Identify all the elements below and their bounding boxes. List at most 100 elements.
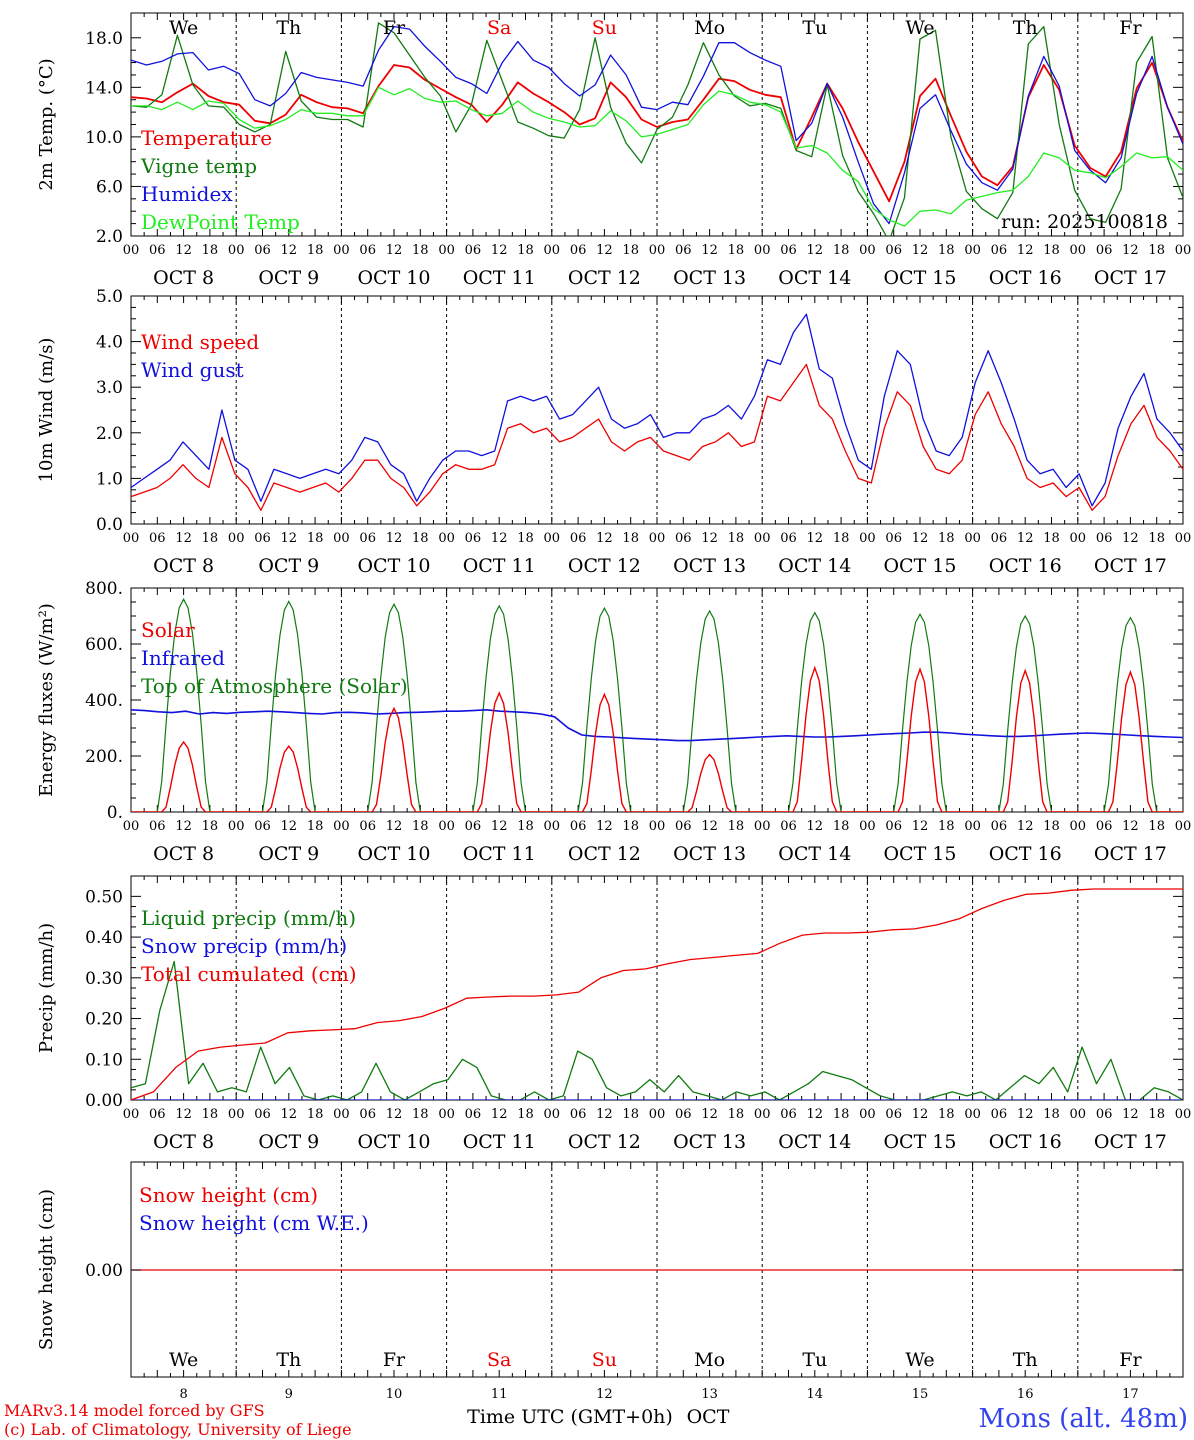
ytick-label: 2.0 — [96, 227, 123, 247]
weekday-label: Su — [592, 1349, 617, 1371]
hour-label: 00 — [123, 819, 140, 834]
weekday-label: Sa — [487, 1349, 511, 1371]
date-label: OCT 11 — [463, 1131, 536, 1153]
date-label: OCT 13 — [673, 843, 746, 865]
hour-label: 00 — [1175, 531, 1192, 546]
hour-label: 06 — [675, 243, 692, 258]
date-label: OCT 10 — [357, 555, 430, 577]
date-label: OCT 10 — [357, 1131, 430, 1153]
panel-temp: 2.0 6.0 10.0 14.0 18.0 2m Temp. (°C) Temperatu… — [36, 12, 1192, 289]
hour-label: 06 — [780, 1107, 797, 1122]
hour-label: 06 — [885, 1107, 902, 1122]
date-label: OCT 17 — [1094, 1131, 1167, 1153]
hour-label: 00 — [123, 531, 140, 546]
date-label: OCT 14 — [778, 1131, 851, 1153]
hour-label: 18 — [307, 531, 324, 546]
hour-label: 18 — [1043, 819, 1060, 834]
hour-label: 18 — [1148, 531, 1165, 546]
hour-label: 12 — [596, 531, 613, 546]
legend-entry: Vigne temp — [140, 154, 257, 178]
legend-entry: Snow height (cm W.E.) — [139, 1211, 369, 1235]
hour-label: 00 — [964, 531, 981, 546]
hour-label: 12 — [1122, 243, 1139, 258]
hour-label: 06 — [359, 1107, 376, 1122]
hour-label: 00 — [859, 819, 876, 834]
date-label: OCT 12 — [568, 555, 641, 577]
hour-label: 06 — [359, 531, 376, 546]
hour-label: 06 — [570, 1107, 587, 1122]
y-axis-label: Snow height (cm) — [36, 1189, 57, 1350]
hour-label: 00 — [1175, 819, 1192, 834]
ytick-label: 0.20 — [85, 1010, 123, 1030]
weekday-label: Fr — [383, 17, 406, 39]
hour-label: 12 — [175, 1107, 192, 1122]
hour-label: 12 — [281, 819, 298, 834]
weekday-label: Sa — [487, 17, 511, 39]
hour-label: 12 — [807, 819, 824, 834]
hour-label: 06 — [359, 819, 376, 834]
hour-label: 00 — [754, 531, 771, 546]
date-label: OCT 13 — [673, 267, 746, 289]
series-vigne-temp — [131, 22, 1183, 236]
hour-label: 00 — [228, 243, 245, 258]
legend-entry: Solar — [141, 618, 195, 642]
ytick-label: 0.40 — [85, 928, 123, 948]
weekday-label: Fr — [1119, 17, 1142, 39]
hour-label: 12 — [491, 819, 508, 834]
ytick-label: 4.0 — [96, 333, 123, 353]
hour-label: 06 — [254, 531, 271, 546]
hour-label: 18 — [307, 243, 324, 258]
hour-label: 12 — [912, 243, 929, 258]
hour-label: 12 — [491, 1107, 508, 1122]
weekday-label: Th — [1013, 1349, 1038, 1371]
plot-area — [131, 597, 1183, 812]
hour-label: 06 — [465, 1107, 482, 1122]
weekday-label: Th — [1013, 17, 1038, 39]
hour-label: 12 — [912, 819, 929, 834]
weekday-label: Mo — [694, 17, 725, 39]
date-label: OCT 15 — [883, 267, 956, 289]
run-label: run: 2025100818 — [1001, 211, 1168, 233]
date-label: OCT 16 — [989, 843, 1062, 865]
hour-label: 18 — [517, 243, 534, 258]
hour-label: 06 — [885, 819, 902, 834]
hour-label: 18 — [412, 531, 429, 546]
hour-label: 00 — [1175, 243, 1192, 258]
hour-label: 18 — [202, 243, 219, 258]
series-liquid-precip-mm-h- — [131, 960, 1183, 1100]
hour-label: 00 — [438, 243, 455, 258]
date-label: OCT 12 — [568, 1131, 641, 1153]
date-label: OCT 14 — [778, 555, 851, 577]
hour-label: 12 — [491, 243, 508, 258]
y-axis-label: Precip (mm/h) — [36, 923, 57, 1053]
ytick-label: 200. — [85, 747, 123, 767]
date-label: OCT 16 — [989, 555, 1062, 577]
hour-label: 12 — [596, 1107, 613, 1122]
hour-label: 12 — [175, 819, 192, 834]
weekday-label: Mo — [694, 1349, 725, 1371]
hour-label: 12 — [386, 1107, 403, 1122]
hour-label: 12 — [807, 531, 824, 546]
date-label: OCT 15 — [883, 843, 956, 865]
ytick-label: 2.0 — [96, 424, 123, 444]
day-number-label: 13 — [701, 1387, 718, 1402]
series-total-cumulated-cm- — [131, 888, 1183, 1100]
series-solar — [131, 665, 1183, 812]
weekday-label: We — [905, 17, 934, 39]
series-wind-gust — [131, 313, 1183, 507]
hour-label: 00 — [333, 1107, 350, 1122]
hour-label: 12 — [386, 819, 403, 834]
ytick-label: 600. — [85, 635, 123, 655]
weekday-label: Fr — [383, 1349, 406, 1371]
hour-label: 18 — [412, 243, 429, 258]
legend-entry: Liquid precip (mm/h) — [141, 906, 356, 930]
hour-label: 06 — [465, 243, 482, 258]
hour-label: 00 — [544, 819, 561, 834]
hour-label: 00 — [123, 1107, 140, 1122]
hour-label: 06 — [991, 531, 1008, 546]
hour-label: 00 — [438, 531, 455, 546]
weekday-label: Tu — [802, 1349, 827, 1371]
hour-label: 12 — [1122, 1107, 1139, 1122]
plot-area — [131, 888, 1183, 1100]
